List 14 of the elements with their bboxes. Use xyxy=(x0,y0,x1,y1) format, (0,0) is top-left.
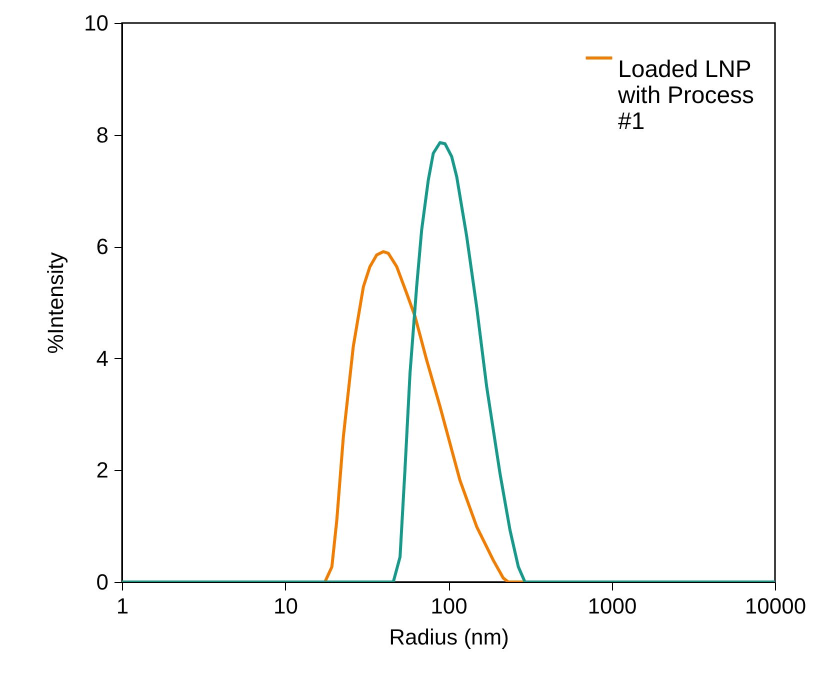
y-tick-label: 2 xyxy=(96,458,108,483)
y-tick-label: 6 xyxy=(96,234,108,260)
y-tick-label: 0 xyxy=(96,570,108,594)
x-tick-label: 100 xyxy=(430,594,468,618)
x-tick-label: 1 xyxy=(116,594,129,618)
y-tick-label: 4 xyxy=(96,346,108,371)
x-tick-label: 10000 xyxy=(744,594,806,618)
y-tick-label: 8 xyxy=(96,122,108,148)
x-axis-title: Radius (nm) xyxy=(389,624,509,650)
x-tick-label: 1000 xyxy=(588,594,637,618)
y-axis-title: %Intensity xyxy=(43,252,68,354)
x-tick-label: 10 xyxy=(274,594,298,618)
y-tick-label: 10 xyxy=(84,10,108,36)
legend-label: Loaded LNP with Process #1 xyxy=(617,56,754,135)
